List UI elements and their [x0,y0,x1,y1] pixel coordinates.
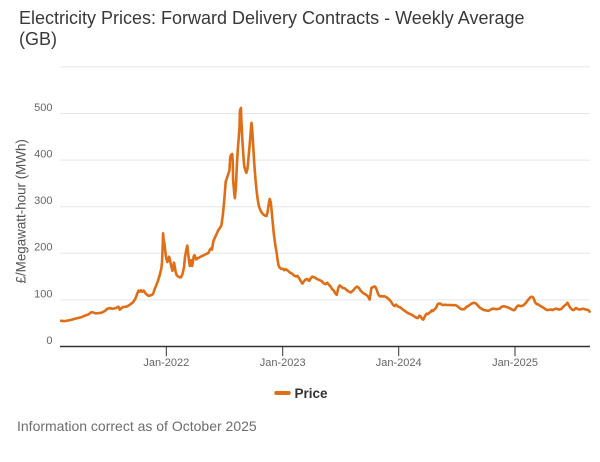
svg-text:500: 500 [34,102,52,114]
svg-text:Jan-2023: Jan-2023 [260,357,306,369]
svg-text:Price: Price [295,386,329,401]
svg-text:£/Megawatt-hour (MWh): £/Megawatt-hour (MWh) [14,139,29,283]
svg-text:200: 200 [34,242,52,254]
svg-text:100: 100 [34,288,52,300]
svg-text:300: 300 [34,195,52,207]
svg-text:0: 0 [46,335,52,347]
svg-text:Jan-2025: Jan-2025 [492,357,538,369]
svg-text:Jan-2022: Jan-2022 [143,357,189,369]
svg-text:Jan-2024: Jan-2024 [376,357,422,369]
svg-text:400: 400 [34,149,52,161]
